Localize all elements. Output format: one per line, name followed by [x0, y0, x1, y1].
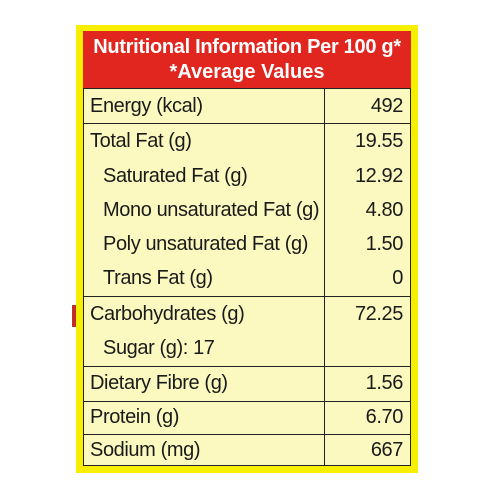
row-label-saturated-fat: Saturated Fat (g) [103, 165, 248, 187]
row-value-dietary-fibre: 1.56 [365, 372, 404, 394]
row-divider [83, 123, 411, 124]
row-value-sodium: 667 [370, 439, 404, 461]
row-label-mono-fat: Mono unsaturated Fat (g) [103, 199, 320, 221]
edge-mark [72, 305, 76, 327]
row-label-total-fat: Total Fat (g) [90, 130, 192, 152]
row-value-total-fat: 19.55 [354, 130, 403, 152]
row-value-poly-fat: 1.50 [365, 233, 404, 255]
column-divider [324, 88, 325, 466]
row-label-carbohydrates: Carbohydrates (g) [90, 303, 245, 325]
row-divider [83, 366, 411, 367]
header-title: Nutritional Information Per 100 g* [93, 36, 401, 58]
row-value-energy: 492 [370, 95, 404, 117]
row-label-protein: Protein (g) [90, 406, 179, 428]
row-value-carbohydrates: 72.25 [354, 303, 403, 325]
row-label-sugar: Sugar (g): 17 [103, 337, 215, 359]
row-label-dietary-fibre: Dietary Fibre (g) [90, 372, 228, 394]
row-divider [83, 296, 411, 297]
row-value-mono-fat: 4.80 [365, 199, 404, 221]
header-subtitle: *Average Values [169, 61, 325, 83]
table-header: Nutritional Information Per 100 g* *Aver… [83, 31, 411, 88]
row-label-energy: Energy (kcal) [90, 95, 203, 117]
row-label-trans-fat: Trans Fat (g) [103, 267, 213, 289]
nutrition-table [83, 88, 411, 466]
row-value-saturated-fat: 12.92 [354, 165, 403, 187]
row-label-poly-fat: Poly unsaturated Fat (g) [103, 233, 308, 255]
row-divider [83, 401, 411, 402]
row-label-sodium: Sodium (mg) [90, 439, 201, 461]
row-value-trans-fat: 0 [392, 267, 403, 289]
row-value-protein: 6.70 [365, 406, 404, 428]
row-divider [83, 434, 411, 435]
